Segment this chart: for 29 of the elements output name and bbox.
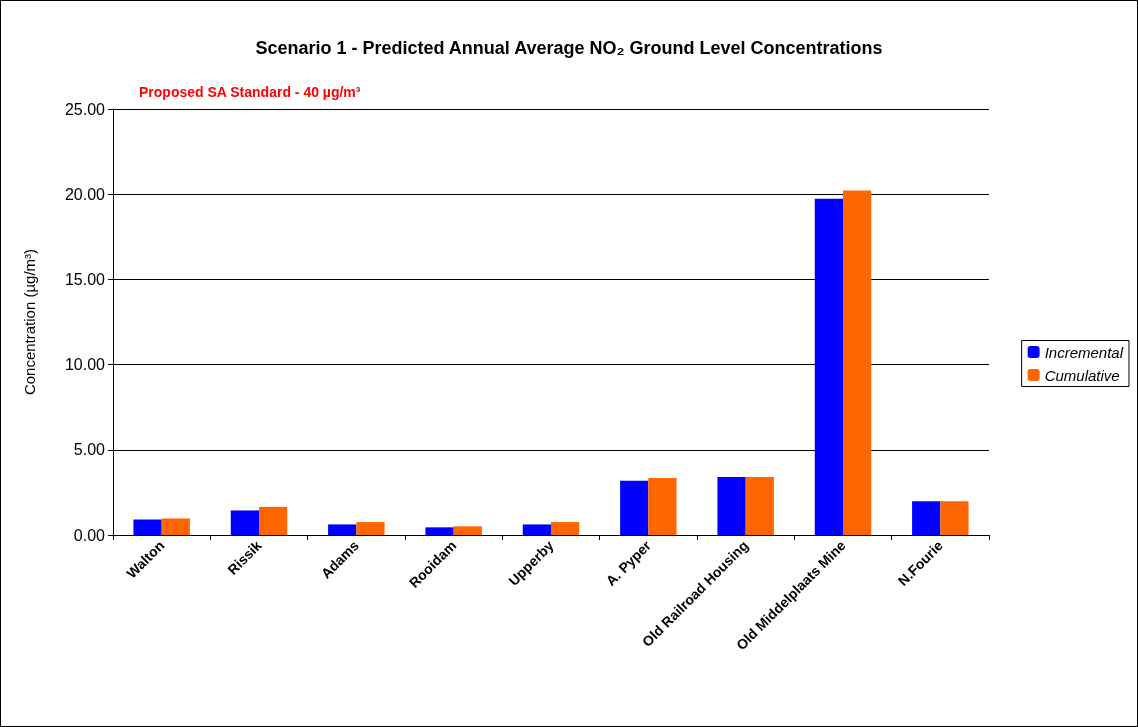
y-tick-label: 0.00 (73, 526, 106, 544)
bar (843, 190, 872, 535)
y-tick-label: 20.00 (64, 185, 106, 203)
bar (425, 527, 454, 535)
text: Proposed SA Standard - 40 µg/m³ (139, 84, 361, 100)
legend-label: Incremental (1044, 343, 1124, 361)
bar (161, 518, 190, 535)
bar (328, 524, 357, 535)
chart-title: Scenario 1 - Predicted Annual Average NO₂ Ground Level Concentrations (255, 38, 883, 58)
bar (230, 510, 259, 535)
y-tick-label: 25.00 (64, 100, 106, 118)
y-tick-label: 15.00 (64, 270, 106, 288)
bar (745, 477, 774, 535)
bar (648, 477, 677, 535)
bar (620, 480, 649, 535)
bar (717, 477, 746, 535)
bar (940, 501, 969, 535)
bar (551, 522, 580, 535)
bar (522, 524, 551, 535)
y-axis-title: Concentration (µg/m³) (21, 248, 38, 396)
bar (356, 522, 385, 535)
y-tick-label: 5.00 (73, 441, 106, 459)
bar (453, 526, 482, 535)
bar (259, 506, 288, 535)
bar (814, 198, 843, 535)
bar (912, 501, 941, 535)
bar (133, 519, 162, 535)
legend-label: Cumulative (1044, 366, 1120, 384)
y-tick-label: 10.00 (64, 356, 106, 374)
